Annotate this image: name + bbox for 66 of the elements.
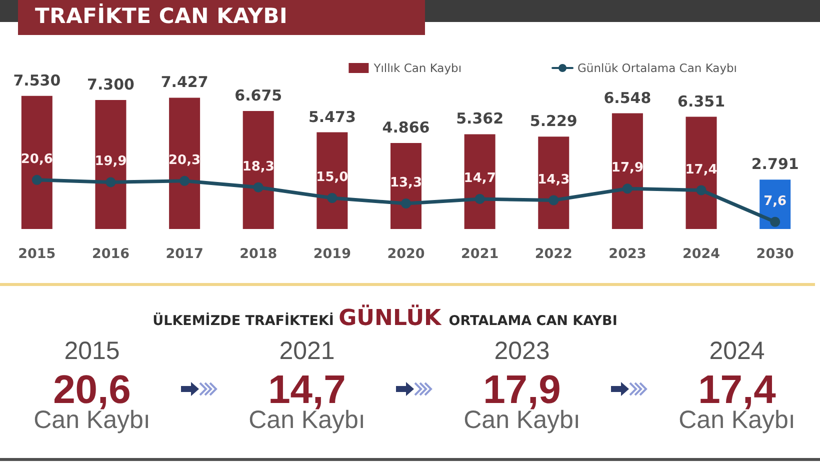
text: 20,6 — [53, 368, 131, 412]
data-label: 20,3 — [168, 152, 201, 168]
text: 2023 — [493, 337, 551, 366]
data-label: 6.675 — [234, 86, 282, 105]
data-label: 5.473 — [308, 108, 356, 126]
data-label: 7.427 — [160, 73, 208, 92]
data-label: 13,3 — [390, 175, 422, 190]
data-label: 4.866 — [382, 118, 430, 137]
data-label: 6.351 — [678, 92, 725, 110]
bar — [316, 132, 348, 229]
x-tick-label: 2016 — [92, 246, 130, 262]
text: 2021 — [278, 337, 336, 366]
data-label: 5.229 — [530, 112, 578, 130]
legend-label: Yıllık Can Kaybı — [372, 61, 462, 75]
data-label: 18,3 — [242, 159, 274, 174]
data-label: 17,4 — [685, 162, 718, 178]
x-tick-label: 2015 — [18, 246, 56, 262]
point — [106, 177, 116, 188]
x-tick-label: 2021 — [461, 246, 499, 262]
text: 2015 — [63, 337, 121, 366]
point — [253, 182, 264, 192]
bar — [538, 136, 570, 229]
text: ÜLKEMİZDE TRAFİKTEKİ GÜNLÜK ORTALAMA CAN KAYBI — [152, 306, 618, 331]
point — [548, 195, 559, 206]
x-tick-label: 2018 — [240, 246, 278, 262]
bar — [686, 116, 717, 229]
data-label: 17,9 — [611, 160, 644, 176]
data-label: 19,9 — [94, 154, 127, 170]
data-label: 7.530 — [13, 71, 61, 90]
legend-label: Günlük Ortalama Can Kaybı — [578, 61, 738, 75]
data-label: 7,6 — [764, 194, 787, 209]
x-tick-label: 2023 — [608, 246, 646, 262]
bar — [242, 111, 274, 229]
text: 14,7 — [268, 368, 346, 412]
chart-title: TRAFİKTE CAN KAYBI — [18, 0, 425, 35]
x-tick-label: 2019 — [313, 246, 351, 262]
x-tick-label: 2024 — [682, 246, 720, 262]
data-label: 5.362 — [456, 110, 504, 128]
point — [622, 184, 632, 194]
text: 17,4 — [698, 368, 776, 412]
data-label: 14,3 — [538, 172, 570, 188]
x-tick-label: 2017 — [166, 246, 204, 262]
point — [770, 216, 780, 227]
bar — [169, 98, 200, 229]
point — [696, 185, 706, 196]
data-label: 6.548 — [604, 88, 652, 107]
text: 17,9 — [483, 368, 561, 412]
text: 2024 — [708, 337, 766, 366]
data-label: 2.791 — [751, 155, 799, 174]
bar — [390, 143, 422, 229]
data-label: 20,6 — [20, 152, 53, 167]
bar — [464, 134, 496, 229]
point — [327, 193, 338, 203]
bar — [95, 100, 126, 229]
point — [180, 176, 190, 186]
x-tick-label: 2022 — [534, 246, 572, 262]
x-tick-label: 2030 — [756, 246, 794, 262]
point — [32, 174, 42, 185]
x-tick-label: 2020 — [387, 246, 425, 262]
bar — [21, 96, 52, 229]
point — [401, 198, 411, 208]
data-label: 15,0 — [316, 170, 348, 185]
point — [474, 194, 485, 204]
data-label: 7.300 — [87, 75, 134, 94]
data-label: 14,7 — [464, 170, 496, 186]
bar — [612, 113, 643, 229]
